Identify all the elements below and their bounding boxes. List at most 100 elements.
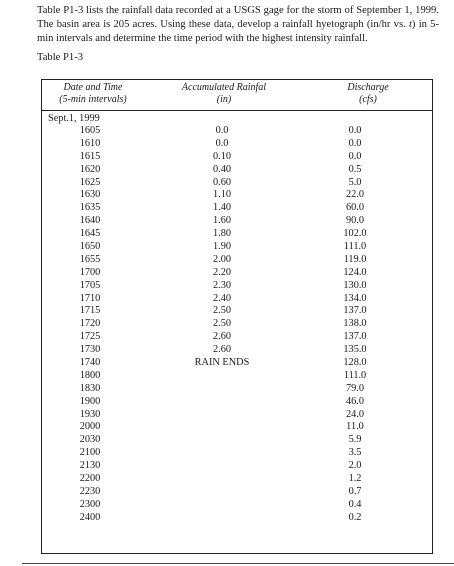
time-cell: 1830 [79, 382, 101, 394]
table-row: 1650 1.90 111.0 [42, 241, 432, 254]
problem-statement: Table P1-3 lists the rainfall data recor… [37, 4, 439, 46]
table-row: 1900 46.0 [42, 396, 432, 409]
discharge-cell: 111.0 [343, 241, 367, 253]
rainfall-cell: 2.50 [212, 318, 232, 330]
table-row: 2100 3.5 [42, 447, 432, 460]
rainfall-cell: 0.0 [215, 125, 229, 136]
discharge-cell: 46.0 [345, 395, 365, 407]
discharge-cell: 22.0 [345, 189, 365, 201]
time-cell: 1710 [79, 292, 101, 304]
discharge-cell: 134.0 [343, 292, 367, 304]
table-row: 1715 2.50 137.0 [42, 305, 432, 318]
intro-text-part1: Table P1-3 lists the rainfall data recor… [37, 5, 439, 30]
time-cell: 1625 [79, 176, 101, 188]
table-row: 1645 1.80 102.0 [42, 228, 432, 241]
table-row: 1800 111.0 [42, 370, 432, 383]
time-variable: t [408, 19, 412, 30]
table-row: 1635 1.40 60.0 [42, 202, 432, 215]
table-row: 1605 0.0 0.0 [42, 125, 432, 138]
table-row: 1740 RAIN ENDS 128.0 [42, 357, 432, 370]
rainfall-cell: 0.0 [215, 137, 229, 149]
time-cell: 1800 [79, 369, 101, 381]
time-cell: 1700 [79, 266, 101, 278]
discharge-cell: 130.0 [343, 279, 367, 291]
discharge-cell: 138.0 [343, 318, 367, 330]
discharge-cell: 0.0 [348, 137, 362, 149]
time-cell: 2030 [79, 434, 101, 446]
rainfall-cell: 2.20 [212, 266, 232, 278]
header-discharge-line2: (cfs) [359, 94, 377, 105]
page-bottom-divider [22, 563, 454, 564]
time-cell: 2400 [79, 511, 101, 523]
rainfall-cell: 2.60 [212, 331, 232, 343]
discharge-cell: 119.0 [343, 253, 367, 265]
time-cell: 2130 [79, 460, 101, 472]
time-cell: 2200 [79, 473, 101, 485]
rainfall-cell: 1.90 [212, 241, 232, 253]
discharge-cell: 5.9 [348, 434, 362, 446]
table-row: 2130 2.0 [42, 460, 432, 473]
table-row: 1640 1.60 90.0 [42, 215, 432, 228]
time-cell: 1705 [79, 279, 101, 291]
date-label: Sept.1, 1999 [48, 113, 100, 124]
table-row: 2200 1.2 [42, 473, 432, 486]
header-accumulated-rainfall: Accumulated Rainfal (in) [162, 82, 286, 106]
time-cell: 1630 [79, 189, 101, 201]
table-row: 1620 0.40 0.5 [42, 164, 432, 177]
table-caption: Table P1-3 [37, 52, 84, 63]
rainfall-cell: 1.60 [212, 215, 232, 227]
time-cell: 1645 [79, 228, 101, 240]
table-row: 1655 2.00 119.0 [42, 254, 432, 267]
discharge-cell: 2.0 [348, 460, 362, 472]
discharge-cell: 124.0 [343, 266, 367, 278]
table-row: 1830 79.0 [42, 383, 432, 396]
table-row: 2030 5.9 [42, 434, 432, 447]
rainfall-table: Date and Time (5-min intervals) Accumula… [41, 79, 433, 554]
time-cell: 1605 [79, 125, 101, 136]
time-cell: 1720 [79, 318, 101, 330]
time-cell: 2000 [79, 421, 101, 433]
time-cell: 1730 [79, 344, 101, 356]
discharge-cell: 0.4 [348, 498, 362, 510]
discharge-cell: 1.2 [348, 473, 362, 485]
discharge-cell: 0.5 [348, 163, 362, 175]
time-cell: 1620 [79, 163, 101, 175]
discharge-cell: 5.0 [348, 176, 362, 188]
table-row: 2300 0.4 [42, 499, 432, 512]
time-cell: 2230 [79, 485, 101, 497]
discharge-cell: 90.0 [345, 215, 365, 227]
discharge-cell: 0.7 [348, 485, 362, 497]
time-cell: 1725 [79, 331, 101, 343]
discharge-cell: 0.2 [348, 511, 362, 523]
table-body: 1605 0.0 0.0 1610 0.0 0.0 1615 0.10 0.0 1620 0.40 0… [42, 125, 432, 525]
rainfall-cell: 2.30 [212, 279, 232, 291]
header-rainfall-line2: (in) [216, 94, 232, 105]
discharge-cell: 135.0 [343, 344, 367, 356]
time-cell: 1740 [79, 357, 101, 369]
time-cell: 1900 [79, 395, 101, 407]
table-row: 1625 0.60 5.0 [42, 177, 432, 190]
rainfall-cell: 2.50 [212, 305, 232, 317]
table-row: 2400 0.2 [42, 512, 432, 525]
header-discharge-line1: Discharge [347, 82, 389, 93]
time-cell: 1615 [79, 150, 101, 162]
time-cell: 2300 [79, 498, 101, 510]
table-row: 1705 2.30 130.0 [42, 280, 432, 293]
table-row: 2000 11.0 [42, 421, 432, 434]
discharge-cell: 102.0 [343, 228, 367, 240]
time-cell: 1930 [79, 408, 101, 420]
rainfall-cell: 2.60 [212, 344, 232, 356]
discharge-cell: 24.0 [345, 408, 365, 420]
discharge-cell: 137.0 [343, 305, 367, 317]
table-row: 1720 2.50 138.0 [42, 318, 432, 331]
rainfall-cell: 0.10 [212, 150, 232, 162]
intro-text-part2: ) in 5-min intervals and determine the t… [37, 19, 440, 44]
table-row: 1610 0.0 0.0 [42, 138, 432, 151]
table-row: 1710 2.40 134.0 [42, 293, 432, 306]
header-divider [42, 110, 432, 111]
table-row: 1700 2.20 124.0 [42, 267, 432, 280]
discharge-cell: 11.0 [346, 421, 364, 433]
rainfall-cell: 1.80 [212, 228, 232, 240]
discharge-cell: 111.0 [343, 369, 367, 381]
table-row: 1930 24.0 [42, 409, 432, 422]
